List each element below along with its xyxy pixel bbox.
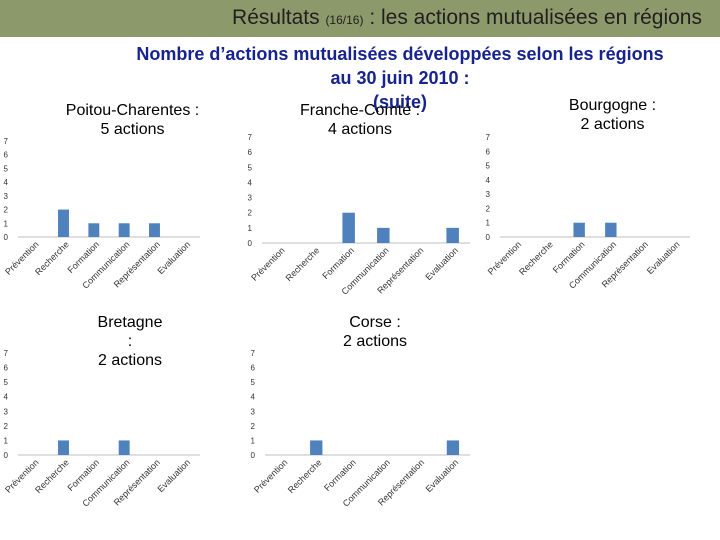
x-tick-label: Formation — [322, 457, 358, 493]
y-tick-label: 6 — [486, 147, 491, 156]
chart-title-line: Poitou-Charentes : — [65, 102, 200, 119]
y-tick-label: 3 — [4, 192, 9, 201]
main-title: Nombre d’actions mutualisées développées… — [120, 42, 680, 114]
x-tick-label: Recherche — [286, 457, 324, 495]
y-tick-label: 7 — [251, 349, 256, 358]
x-tick-label: Prévention — [249, 245, 286, 282]
slide-title-pages: (16/16) — [325, 13, 364, 27]
x-tick-label: Evaluation — [155, 457, 192, 494]
main-title-line3: (suite) — [373, 92, 427, 112]
bar — [118, 440, 130, 455]
y-tick-label: 5 — [486, 162, 491, 171]
y-tick-label: 7 — [4, 349, 9, 358]
bar — [118, 223, 130, 237]
y-tick-label: 1 — [248, 224, 253, 233]
y-tick-label: 2 — [251, 422, 256, 431]
bar — [58, 440, 69, 455]
header-bar — [0, 0, 720, 37]
chart-title-line: 2 actions — [342, 333, 408, 350]
bar — [88, 223, 100, 237]
y-tick-label: 6 — [251, 364, 256, 373]
bar — [149, 223, 160, 237]
y-tick-label: 6 — [4, 151, 9, 160]
bar — [446, 227, 459, 243]
chart-title-franche-comte: Franche-Comté : 4 actions — [280, 101, 440, 139]
y-tick-label: 1 — [4, 436, 9, 445]
x-tick-label: Prévention — [252, 457, 289, 494]
y-tick-label: 5 — [251, 378, 256, 387]
y-tick-label: 0 — [251, 451, 256, 460]
y-tick-label: 1 — [486, 219, 491, 228]
y-tick-label: 1 — [251, 436, 256, 445]
y-tick-label: 4 — [4, 393, 9, 402]
slide-title-rest: : les actions mutualisées en régions — [369, 6, 702, 29]
chart-title-line: 2 actions — [580, 116, 645, 133]
y-tick-label: 2 — [486, 204, 491, 213]
y-tick-label: 5 — [4, 164, 9, 173]
y-tick-label: 6 — [4, 364, 9, 373]
bar — [342, 212, 355, 243]
chart-title-line: 5 actions — [100, 121, 165, 138]
y-tick-label: 7 — [248, 133, 253, 142]
y-tick-label: 1 — [4, 219, 9, 228]
main-title-line2: au 30 juin 2010 : — [330, 68, 470, 88]
y-tick-label: 0 — [4, 451, 9, 460]
y-tick-label: 7 — [4, 137, 9, 146]
chart-title-bourgogne: Bourgogne : 2 actions — [550, 96, 675, 134]
x-tick-label: Evaluation — [423, 245, 460, 282]
y-tick-label: 4 — [251, 393, 256, 402]
x-tick-label: Recherche — [517, 239, 555, 277]
y-tick-label: 2 — [248, 209, 253, 218]
y-tick-label: 0 — [4, 233, 9, 242]
slide-title-main: Résultats — [232, 6, 320, 29]
y-tick-label: 5 — [248, 163, 253, 172]
x-tick-label: Evaluation — [424, 457, 461, 494]
y-tick-label: 3 — [486, 190, 491, 199]
y-tick-label: 6 — [248, 148, 253, 157]
bar — [446, 440, 460, 455]
y-tick-label: 0 — [486, 233, 491, 242]
chart-title-line: Corse : — [349, 314, 401, 331]
chart-title-line: Franche-Comté : — [299, 102, 421, 119]
bar — [310, 440, 323, 455]
x-tick-label: Recherche — [284, 245, 322, 283]
y-tick-label: 4 — [248, 178, 253, 187]
bar — [377, 227, 390, 243]
y-tick-label: 3 — [248, 194, 253, 203]
chart-title-line: : — [127, 333, 133, 350]
y-tick-label: 0 — [248, 239, 253, 248]
chart-title-poitou-charentes: Poitou-Charentes : 5 actions — [40, 101, 225, 139]
x-tick-label: Evaluation — [155, 239, 192, 276]
y-tick-label: 4 — [4, 178, 9, 187]
chart-title-bretagne: Bretagne : 2 actions — [85, 313, 175, 370]
x-tick-label: Formation — [320, 245, 356, 281]
chart-title-corse: Corse : 2 actions — [320, 313, 430, 351]
chart-title-line: Bretagne — [97, 314, 163, 331]
bar — [58, 209, 69, 237]
main-title-line1: Nombre d’actions mutualisées développées… — [136, 44, 664, 64]
chart-title-line: Bourgogne : — [568, 97, 657, 114]
chart-title-line: 4 actions — [327, 121, 393, 138]
y-tick-label: 5 — [4, 378, 9, 387]
slide-title: Résultats (16/16) : les actions mutualis… — [232, 6, 702, 30]
y-tick-label: 2 — [4, 422, 9, 431]
y-tick-label: 2 — [4, 206, 9, 215]
bar — [573, 222, 585, 237]
y-tick-label: 7 — [486, 133, 491, 142]
y-tick-label: 3 — [4, 407, 9, 416]
y-tick-label: 3 — [251, 407, 256, 416]
y-tick-label: 4 — [486, 176, 491, 185]
x-tick-label: Evaluation — [645, 239, 682, 276]
bar — [605, 222, 617, 237]
chart-title-line: 2 actions — [97, 352, 163, 369]
